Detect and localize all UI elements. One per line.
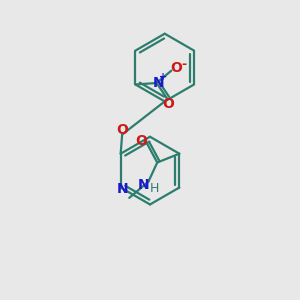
Text: O: O bbox=[116, 123, 128, 137]
Text: O: O bbox=[136, 134, 148, 148]
Text: +: + bbox=[159, 71, 167, 82]
Text: O: O bbox=[162, 97, 174, 111]
Text: N: N bbox=[117, 182, 129, 196]
Text: H: H bbox=[150, 182, 160, 195]
Text: N: N bbox=[138, 178, 150, 192]
Text: -: - bbox=[181, 58, 186, 71]
Text: N: N bbox=[152, 76, 164, 90]
Text: O: O bbox=[170, 61, 182, 75]
